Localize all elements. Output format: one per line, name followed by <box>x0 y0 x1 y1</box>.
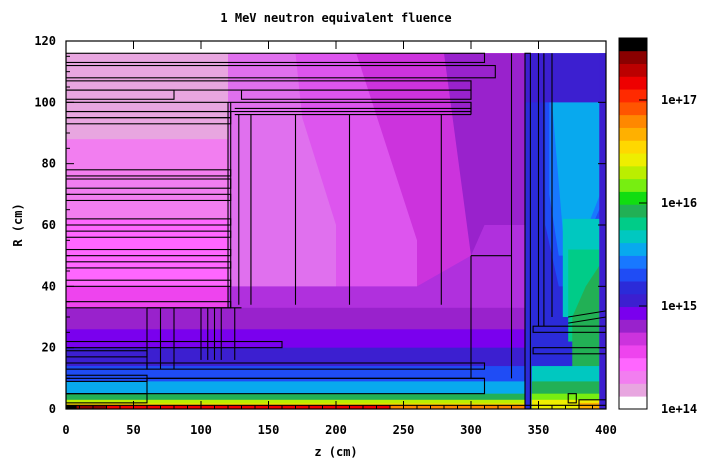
x-tick-label: 150 <box>258 423 280 437</box>
x-tick-label: 400 <box>595 423 617 437</box>
y-tick-label: 0 <box>49 402 56 416</box>
colorbar <box>618 37 648 410</box>
y-axis-ticks: 0 20 40 60 80 100 120 <box>34 34 606 416</box>
geometry-outline-40 <box>146 362 486 370</box>
x-tick-label: 350 <box>528 423 550 437</box>
colorbar-swatch <box>619 242 647 256</box>
geometry-outline-42 <box>66 393 148 404</box>
y-tick-label: 40 <box>42 279 56 293</box>
x-axis-ticks: 0 50 100 150 200 250 300 350 400 <box>62 41 617 437</box>
geometry-outline-56 <box>567 393 577 404</box>
colorbar-frame <box>618 37 648 410</box>
heatmap-region-21 <box>76 405 107 409</box>
x-tick-label: 200 <box>325 423 347 437</box>
colorbar-swatch <box>619 127 647 141</box>
colorbar-swatch <box>619 101 647 116</box>
colorbar-swatch <box>619 293 647 308</box>
colorbar-swatch <box>619 191 647 205</box>
detector-geometry-outlines <box>66 52 606 409</box>
colorbar-swatch <box>619 319 647 333</box>
geometry-outline-55 <box>568 316 606 324</box>
colorbar-swatch <box>619 178 647 192</box>
colorbar-swatch <box>619 370 647 384</box>
heatmap-region-33 <box>531 399 606 409</box>
colorbar-swatch <box>619 357 647 372</box>
y-tick-label: 60 <box>42 218 56 232</box>
colorbar-swatch <box>619 268 647 282</box>
colorbar-swatch <box>619 76 647 90</box>
colorbar-swatch <box>619 217 647 231</box>
x-tick-label: 50 <box>126 423 140 437</box>
geometry-outline-3 <box>66 89 175 100</box>
heatmap-region-26 <box>552 102 606 232</box>
colorbar-swatch <box>619 204 647 218</box>
colorbar-swatch <box>619 332 647 346</box>
heatmap-region-35 <box>525 53 606 103</box>
colorbar-tick-label: 1e+16 <box>661 196 697 210</box>
geometry-outline-1 <box>66 64 496 79</box>
colorbar-swatch <box>619 153 647 167</box>
colorbar-swatch <box>619 63 647 77</box>
colorbar-swatch <box>619 50 647 64</box>
colorbar-swatch <box>619 114 647 128</box>
geometry-outline-0 <box>66 52 486 64</box>
colorbar-swatch <box>619 38 647 52</box>
heatmap-region-20 <box>66 405 77 409</box>
geometry-outline-54 <box>568 310 606 318</box>
colorbar-ticks: 1e+14 1e+15 1e+16 1e+17 <box>639 93 697 416</box>
y-tick-label: 80 <box>42 157 56 171</box>
colorbar-swatch <box>619 255 647 269</box>
y-tick-label: 120 <box>34 34 56 48</box>
heatmap-region-36 <box>599 53 606 409</box>
colorbar-tick-label: 1e+15 <box>661 299 697 313</box>
y-axis-label: R (cm) <box>11 203 25 246</box>
colorbar-swatch <box>619 306 647 320</box>
colorbar-swatch <box>619 140 647 154</box>
colorbar-swatch <box>619 281 647 295</box>
x-tick-label: 0 <box>62 423 69 437</box>
y-tick-label: 20 <box>42 341 56 355</box>
colorbar-swatch <box>619 383 647 397</box>
colorbar-swatch <box>619 229 647 244</box>
geometry-outline-48 <box>524 52 531 409</box>
x-tick-label: 250 <box>393 423 415 437</box>
colorbar-swatch <box>619 396 647 410</box>
x-axis-label: z (cm) <box>314 445 357 459</box>
x-tick-label: 300 <box>460 423 482 437</box>
colorbar-tick-label: 1e+17 <box>661 93 697 107</box>
x-tick-label: 100 <box>190 423 212 437</box>
colorbar-swatch <box>619 165 647 180</box>
geometry-outline-4 <box>240 89 472 100</box>
chart-title: 1 MeV neutron equivalent fluence <box>220 11 451 25</box>
y-tick-label: 100 <box>34 95 56 109</box>
colorbar-swatch <box>619 89 647 103</box>
colorbar-swatch <box>619 345 647 359</box>
colorbar-tick-label: 1e+14 <box>661 402 697 416</box>
